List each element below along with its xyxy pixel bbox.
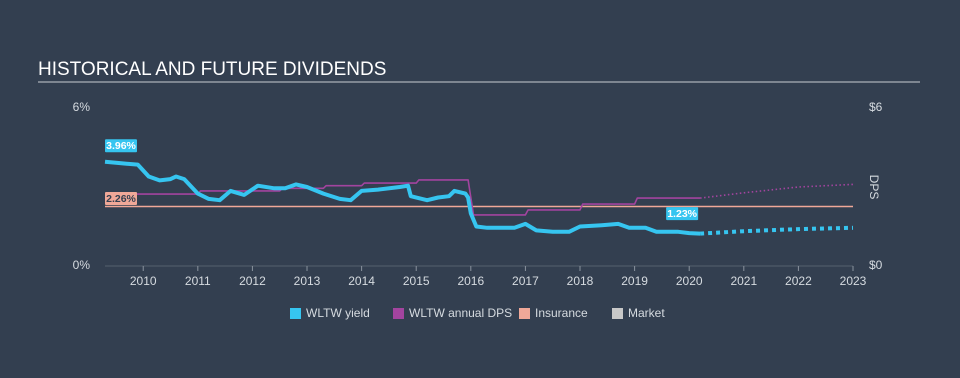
legend-swatch (519, 308, 530, 319)
annotation-label: 3.96% (106, 140, 136, 152)
x-tick-label: 2023 (840, 274, 867, 288)
annotation-box (105, 139, 137, 153)
legend-swatch (393, 308, 404, 319)
annotation-box (666, 207, 699, 221)
x-tick-label: 2021 (730, 274, 757, 288)
y2-axis-label: DPS (867, 175, 881, 200)
annotation-label: 2.26% (106, 193, 136, 205)
x-tick-label: 2022 (785, 274, 812, 288)
y-tick-label: 6% (73, 100, 91, 114)
legend-swatch (612, 308, 623, 319)
x-tick-label: 2012 (239, 274, 266, 288)
y2-tick-label: $0 (869, 258, 883, 272)
x-tick-label: 2017 (512, 274, 539, 288)
x-tick-label: 2013 (294, 274, 321, 288)
y2-tick-label: $6 (869, 100, 883, 114)
x-tick-label: 2020 (676, 274, 703, 288)
x-tick-label: 2014 (348, 274, 375, 288)
legend-label: WLTW yield (306, 306, 370, 320)
legend-label: Insurance (535, 306, 588, 320)
x-tick-label: 2010 (130, 274, 157, 288)
legend-swatch (290, 308, 301, 319)
legend-label: Market (628, 306, 665, 320)
x-tick-label: 2018 (567, 274, 594, 288)
series-line (104, 159, 701, 236)
x-tick-label: 2019 (621, 274, 648, 288)
annotation-box (105, 191, 137, 205)
forecast-line (699, 225, 854, 236)
chart-title: HISTORICAL AND FUTURE DIVIDENDS (38, 59, 386, 80)
x-tick-label: 2011 (185, 274, 211, 288)
series-line (105, 179, 701, 216)
forecast-line (700, 183, 854, 199)
y-tick-label: 0% (73, 258, 91, 272)
x-tick-label: 2016 (457, 274, 484, 288)
legend-label: WLTW annual DPS (409, 306, 512, 320)
x-tick-label: 2015 (403, 274, 430, 288)
annotation-label: 1.23% (667, 208, 697, 220)
